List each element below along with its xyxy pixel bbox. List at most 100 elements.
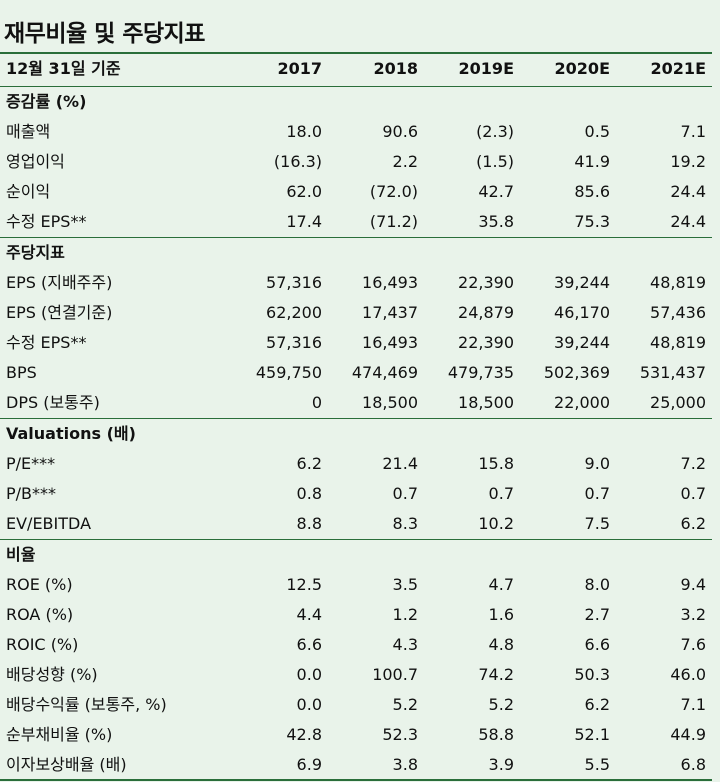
table-cell: 52.3 xyxy=(382,725,418,744)
table-cell: 48,819 xyxy=(650,333,706,352)
table-cell: 58.8 xyxy=(478,725,514,744)
table-cell: 35.8 xyxy=(478,212,514,231)
table-cell: 3.5 xyxy=(392,575,418,594)
table-row: 영업이익 (16.3) 2.2 (1.5) 41.9 19.2 xyxy=(0,147,712,177)
row-label: 배당수익률 (보통주, %) xyxy=(6,695,167,714)
table-row: EV/EBITDA 8.8 8.3 10.2 7.5 6.2 xyxy=(0,509,712,539)
table-cell: 8.0 xyxy=(584,575,610,594)
table-cell: 9.0 xyxy=(584,454,610,473)
table-cell: 18,500 xyxy=(362,393,418,412)
section-title: 주당지표 xyxy=(6,243,65,262)
table-cell: 44.9 xyxy=(670,725,706,744)
table-cell: 3.8 xyxy=(392,755,418,774)
page-title: 재무비율 및 주당지표 xyxy=(4,21,205,47)
header-label: 12월 31일 기준 xyxy=(6,59,121,78)
table-cell: 5.5 xyxy=(584,755,610,774)
table-row: DPS (보통주) 0 18,500 18,500 22,000 25,000 xyxy=(0,388,712,418)
top-rule xyxy=(0,52,712,54)
table-cell: 459,750 xyxy=(255,363,322,382)
table-cell: 7.6 xyxy=(680,635,706,654)
table-cell: 479,735 xyxy=(447,363,514,382)
table-cell: 0.0 xyxy=(296,695,322,714)
table-row: P/B*** 0.8 0.7 0.7 0.7 0.7 xyxy=(0,479,712,509)
table-cell: 7.1 xyxy=(680,695,706,714)
table-cell: 75.3 xyxy=(574,212,610,231)
header-year: 2021E xyxy=(650,59,706,78)
header-year: 2017 xyxy=(277,59,322,78)
table-cell: 85.6 xyxy=(574,182,610,201)
table-cell: 50.3 xyxy=(574,665,610,684)
table-cell: 5.2 xyxy=(392,695,418,714)
table-row: 순이익 62.0 (72.0) 42.7 85.6 24.4 xyxy=(0,177,712,207)
table-cell: 17.4 xyxy=(286,212,322,231)
row-label: 순부채비율 (%) xyxy=(6,725,113,744)
table-cell: 3.9 xyxy=(488,755,514,774)
table-cell: 62,200 xyxy=(266,303,322,322)
table-cell: 0.8 xyxy=(296,484,322,503)
table-row: 수정 EPS** 17.4 (71.2) 35.8 75.3 24.4 xyxy=(0,207,712,237)
table-cell: 41.9 xyxy=(574,152,610,171)
table-cell: 2.7 xyxy=(584,605,610,624)
row-label: BPS xyxy=(6,363,37,382)
table-cell: 502,369 xyxy=(543,363,610,382)
table-row: 배당성향 (%) 0.0 100.7 74.2 50.3 46.0 xyxy=(0,660,712,690)
table-cell: 8.8 xyxy=(296,514,322,533)
table-cell: 74.2 xyxy=(478,665,514,684)
table-cell: 24,879 xyxy=(458,303,514,322)
financial-ratios-table: 12월 31일 기준 2017 2018 2019E 2020E 2021E 증… xyxy=(0,52,712,780)
table-cell: 4.8 xyxy=(488,635,514,654)
table-cell: 18.0 xyxy=(286,122,322,141)
row-label: EPS (지배주주) xyxy=(6,273,113,292)
section-title: 증감률 (%) xyxy=(6,92,87,111)
table-cell: 6.2 xyxy=(296,454,322,473)
section-header-row: 주당지표 xyxy=(0,237,712,268)
table-row: 순부채비율 (%) 42.8 52.3 58.8 52.1 44.9 xyxy=(0,720,712,750)
table-cell: 6.6 xyxy=(296,635,322,654)
table-cell: 0.7 xyxy=(584,484,610,503)
table-cell: 531,437 xyxy=(639,363,706,382)
table-cell: 8.3 xyxy=(392,514,418,533)
table-cell: 24.4 xyxy=(670,182,706,201)
section-title: 비율 xyxy=(6,545,36,564)
table-cell: 6.2 xyxy=(584,695,610,714)
table-cell: 39,244 xyxy=(554,273,610,292)
table-cell: 7.1 xyxy=(680,122,706,141)
table-cell: 15.8 xyxy=(478,454,514,473)
table-cell: 12.5 xyxy=(286,575,322,594)
table-cell: 57,316 xyxy=(266,273,322,292)
table-cell: 39,244 xyxy=(554,333,610,352)
row-label: 수정 EPS** xyxy=(6,333,87,352)
row-label: ROE (%) xyxy=(6,575,73,594)
section-title: Valuations (배) xyxy=(6,424,136,443)
table-cell: 18,500 xyxy=(458,393,514,412)
section-header-row: 비율 xyxy=(0,539,712,570)
table-cell: 57,436 xyxy=(650,303,706,322)
row-label: 이자보상배율 (배) xyxy=(6,755,127,774)
row-label: 수정 EPS** xyxy=(6,212,87,231)
table-cell: 3.2 xyxy=(680,605,706,624)
table-cell: 21.4 xyxy=(382,454,418,473)
table-cell: 5.2 xyxy=(488,695,514,714)
header-year: 2020E xyxy=(554,59,610,78)
table-cell: 90.6 xyxy=(382,122,418,141)
table-row: ROA (%) 4.4 1.2 1.6 2.7 3.2 xyxy=(0,600,712,630)
table-cell: 16,493 xyxy=(362,273,418,292)
table-row: BPS 459,750 474,469 479,735 502,369 531,437 xyxy=(0,358,712,388)
table-cell: 0.7 xyxy=(680,484,706,503)
table-cell: 22,390 xyxy=(458,333,514,352)
table-body: 증감률 (%) 매출액 18.0 90.6 (2.3) 0.5 7.1 영업이익 (16.3) 2… xyxy=(0,87,712,780)
table-cell: 0.7 xyxy=(392,484,418,503)
table-cell: 7.5 xyxy=(584,514,610,533)
table-cell: 17,437 xyxy=(362,303,418,322)
table-cell: 25,000 xyxy=(650,393,706,412)
row-label: 매출액 xyxy=(6,122,51,141)
row-label: 배당성향 (%) xyxy=(6,665,98,684)
table-cell: 6.8 xyxy=(680,755,706,774)
row-label: EV/EBITDA xyxy=(6,514,92,533)
table-row: EPS (연결기준) 62,200 17,437 24,879 46,170 57,436 xyxy=(0,298,712,328)
table-cell: 24.4 xyxy=(670,212,706,231)
table-cell: 22,390 xyxy=(458,273,514,292)
table-cell: 16,493 xyxy=(362,333,418,352)
header-year: 2019E xyxy=(458,59,514,78)
table-cell: 52.1 xyxy=(574,725,610,744)
